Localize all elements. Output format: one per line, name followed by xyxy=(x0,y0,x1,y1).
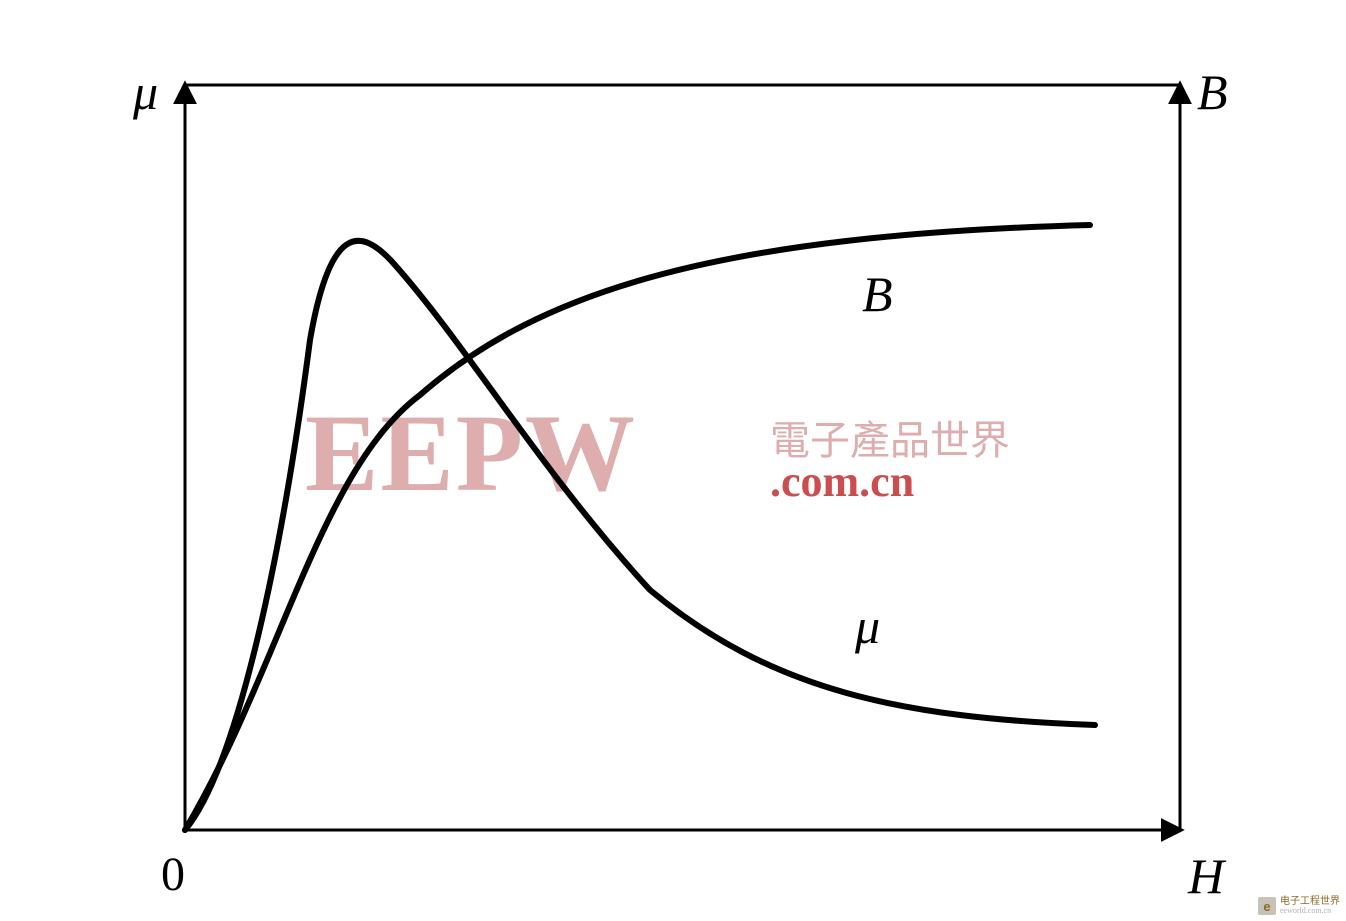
label-H-axis: H xyxy=(1188,847,1224,905)
plot-frame xyxy=(185,85,1180,830)
bh-mu-plot xyxy=(0,0,1346,921)
label-curve-mu: μ xyxy=(855,597,880,655)
label-curve-B: B xyxy=(862,265,893,323)
curve-B xyxy=(185,225,1090,830)
label-origin: 0 xyxy=(161,847,185,902)
label-mu-axis: μ xyxy=(133,63,158,121)
label-B-axis: B xyxy=(1197,63,1228,121)
chart-stage: EEPW 電子產品世界 .com.cn μ B 0 H B μ e 电子工程世界… xyxy=(0,0,1346,921)
